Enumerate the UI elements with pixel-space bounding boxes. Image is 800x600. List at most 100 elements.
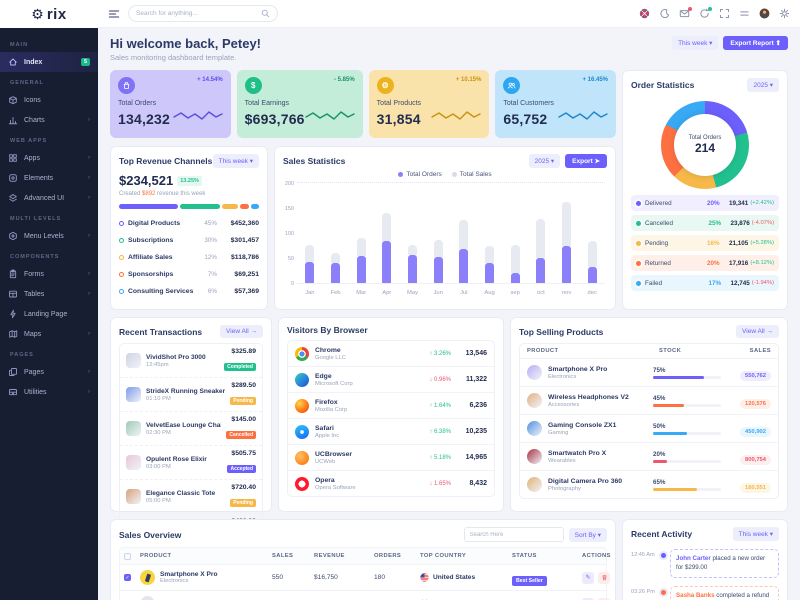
product-category: Accessories bbox=[548, 401, 580, 408]
sales-overview-search-input[interactable] bbox=[463, 527, 564, 542]
recent-activity-title: Recent Activity bbox=[631, 529, 693, 539]
stacked-bar[interactable] bbox=[305, 245, 315, 284]
sidebar-item-icons[interactable]: Icons bbox=[0, 90, 98, 110]
table-row[interactable]: Wireless Headphones V2✎ bbox=[119, 591, 610, 600]
stacked-bar[interactable] bbox=[433, 239, 443, 284]
order-stats-legend-row: Failed 17% 12,745 (-1.94%) bbox=[631, 275, 779, 291]
row-checkbox[interactable]: ✓ bbox=[124, 574, 131, 581]
sidebar-section-label: MULTI LEVELS bbox=[10, 216, 62, 222]
browser-row[interactable]: Opera Opera Software ↓ 1.65% 8,432 bbox=[288, 471, 494, 496]
stacked-bar[interactable] bbox=[382, 213, 392, 284]
transaction-row[interactable]: VividShot Pro 3000 12:45pm $325.89 Complete… bbox=[120, 344, 262, 378]
sidebar-item-pages[interactable]: Pages › bbox=[0, 362, 98, 382]
cell-country: United States bbox=[420, 573, 512, 582]
stacked-bar[interactable] bbox=[356, 237, 366, 284]
sales-export-button[interactable]: Export ➤ bbox=[565, 154, 607, 168]
welcome-text: Hi welcome back, Petey! Sales monitoring… bbox=[110, 36, 261, 62]
browser-visitors: 13,546 bbox=[465, 350, 487, 357]
browser-row[interactable]: Firefox Mozilla Corp ↑ 1.64% 6,236 bbox=[288, 393, 494, 419]
sidebar-item-maps[interactable]: Maps › bbox=[0, 324, 98, 344]
mail-icon[interactable] bbox=[679, 7, 692, 19]
sidebar-item-elements[interactable]: Elements › bbox=[0, 168, 98, 188]
delete-button[interactable] bbox=[598, 571, 610, 584]
legend-percent: 20% bbox=[707, 199, 720, 207]
legend-item: Total Orders bbox=[398, 171, 442, 178]
sidebar-item-tables[interactable]: Tables › bbox=[0, 284, 98, 304]
sort-by-dropdown[interactable]: Sort By ▾ bbox=[568, 527, 607, 542]
product-row[interactable]: Gaming Console ZX1 Gaming 50% 450,902 bbox=[520, 415, 778, 443]
product-row[interactable]: Digital Camera Pro 360 Photography 65% 180,… bbox=[520, 471, 778, 498]
gridline-200 bbox=[297, 182, 605, 183]
bar-total-orders bbox=[382, 241, 392, 284]
avatar[interactable] bbox=[759, 8, 770, 19]
export-report-button[interactable]: Export Report ⬆ bbox=[723, 36, 788, 50]
sidebar-item-apps[interactable]: Apps › bbox=[0, 148, 98, 168]
order-stats-year-dropdown[interactable]: 2025 ▾ bbox=[747, 78, 779, 92]
product-row[interactable]: Smartphone X Pro Electronics 75% 550,762 bbox=[520, 359, 778, 387]
top-selling-view-all-button[interactable]: View All → bbox=[736, 325, 779, 338]
period-dropdown[interactable]: This week ▾ bbox=[672, 36, 719, 50]
sales-year-dropdown[interactable]: 2025 ▾ bbox=[528, 154, 561, 168]
sidebar-item-landing-page[interactable]: Landing Page bbox=[0, 304, 98, 324]
table-header-row: PRODUCT SALES REVENUE ORDERS TOP COUNTRY STAT… bbox=[119, 547, 610, 565]
transaction-time: 02:30 PM bbox=[146, 429, 171, 436]
transaction-row[interactable]: Opulent Rose Elixir 03:00 PM $505.75 Accept… bbox=[120, 446, 262, 480]
gear-icon[interactable] bbox=[779, 8, 790, 19]
chevron-right-icon: › bbox=[88, 291, 90, 297]
stacked-bar[interactable] bbox=[562, 201, 572, 284]
search-box[interactable] bbox=[128, 5, 278, 22]
sales-panel-title: Sales Statistics bbox=[283, 156, 346, 166]
menu-toggle-icon[interactable] bbox=[108, 8, 120, 20]
browser-change: ↑ 5.18% bbox=[429, 454, 451, 461]
bar-column: May bbox=[400, 182, 426, 296]
product-stock: 75% bbox=[653, 367, 721, 379]
product-row[interactable]: Smartwatch Pro X Wearables 20% 800,754 bbox=[520, 443, 778, 471]
lines-icon[interactable] bbox=[739, 8, 750, 19]
product-sales: 180,551 bbox=[727, 476, 771, 494]
sidebar-item-utilities[interactable]: Utilities › bbox=[0, 382, 98, 402]
browser-row[interactable]: Edge Microsoft Corp ↓ 0.96% 11,322 bbox=[288, 367, 494, 393]
legend-dot bbox=[636, 240, 641, 246]
channel-dot bbox=[119, 221, 124, 226]
revenue-period-dropdown[interactable]: This week ▾ bbox=[212, 154, 259, 168]
stacked-bar[interactable] bbox=[408, 244, 418, 284]
select-all-checkbox[interactable] bbox=[124, 552, 131, 560]
browser-row[interactable]: UCBrowser UCWeb ↑ 5.18% 14,965 bbox=[288, 445, 494, 471]
cube-icon bbox=[8, 95, 18, 105]
delete-button[interactable] bbox=[598, 597, 610, 600]
stacked-bar[interactable] bbox=[485, 246, 495, 284]
search-icon[interactable] bbox=[261, 5, 270, 23]
browser-row[interactable]: Safari Apple Inc ↑ 6.38% 10,235 bbox=[288, 419, 494, 445]
table-row[interactable]: ✓ Smartphone X Pro Electronics 550 $16,750 18… bbox=[119, 565, 610, 591]
flag-icon[interactable] bbox=[639, 8, 650, 19]
transactions-view-all-button[interactable]: View All → bbox=[220, 325, 263, 338]
sidebar-item-menu-levels[interactable]: Menu Levels › bbox=[0, 226, 98, 246]
search-input[interactable] bbox=[136, 10, 257, 17]
product-row[interactable]: Wireless Headphones V2 Accessories 45% 120,… bbox=[520, 387, 778, 415]
moon-icon[interactable] bbox=[659, 8, 670, 19]
browser-change: ↑ 6.38% bbox=[429, 428, 451, 435]
edit-button[interactable]: ✎ bbox=[582, 597, 594, 600]
refresh-icon[interactable] bbox=[699, 7, 712, 19]
app-logo[interactable]: ⚙ rix bbox=[0, 0, 98, 28]
transaction-row[interactable]: Elegance Classic Tote 05:00 PM $720.40 Pend… bbox=[120, 480, 262, 514]
activity-period-dropdown[interactable]: This week ▾ bbox=[732, 527, 779, 541]
stacked-bar[interactable] bbox=[536, 218, 546, 284]
stacked-bar[interactable] bbox=[510, 245, 520, 284]
transaction-row[interactable]: VelvetEase Lounge Chair 02:30 PM $145.00 Ca… bbox=[120, 412, 262, 446]
browser-row[interactable]: Chrome Google LLC ↑ 3.26% 13,546 bbox=[288, 341, 494, 367]
sidebar-item-charts[interactable]: Charts › bbox=[0, 110, 98, 130]
fullscreen-icon[interactable] bbox=[719, 8, 730, 19]
edit-button[interactable]: ✎ bbox=[582, 571, 594, 584]
stacked-bar[interactable] bbox=[331, 252, 340, 284]
browser-change: ↑ 3.26% bbox=[429, 350, 451, 357]
revenue-panel-title: Top Revenue Channels bbox=[119, 156, 213, 166]
stacked-bar[interactable] bbox=[587, 241, 597, 284]
sidebar-item-index[interactable]: Index 5 bbox=[0, 52, 98, 72]
product-sales: 450,902 bbox=[727, 420, 771, 438]
stacked-bar[interactable] bbox=[459, 219, 469, 284]
sidebar-item-advanced-ui[interactable]: Advanced UI › bbox=[0, 188, 98, 208]
transaction-row[interactable]: StrideX Running Sneakers 01:10 PM $289.50 P… bbox=[120, 378, 262, 412]
stat-change: + 14.54% bbox=[197, 77, 223, 83]
sidebar-item-forms[interactable]: Forms › bbox=[0, 264, 98, 284]
